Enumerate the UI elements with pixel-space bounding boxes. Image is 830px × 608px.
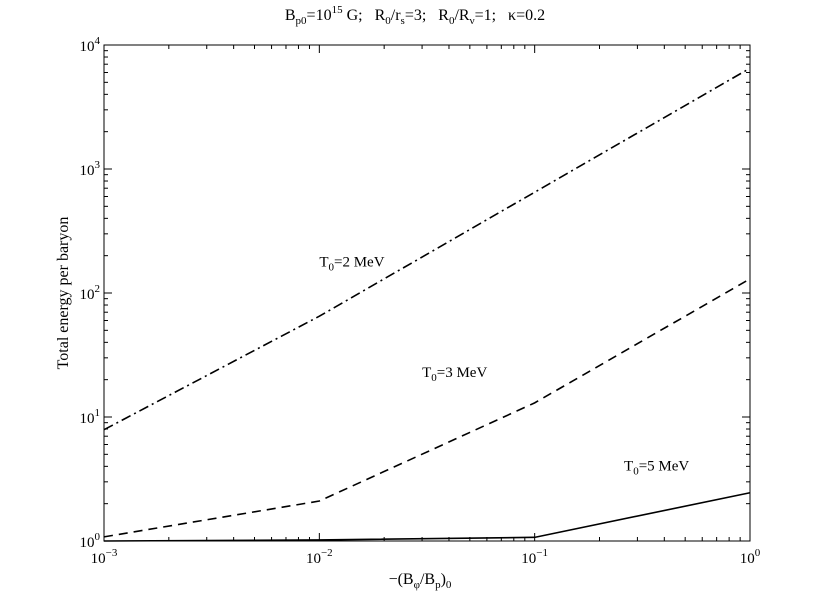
series-labels: T0=2 MeV T0=3 MeV T0=5 MeV xyxy=(319,255,689,478)
title-bp-sup: 15 xyxy=(332,4,344,16)
y-tick-label: 100 xyxy=(80,531,101,551)
y-tick-label: 104 xyxy=(80,35,101,55)
x-tick-label: 100 xyxy=(740,547,761,567)
xlabel-a: −(B xyxy=(389,571,414,588)
x-tick-label: 10−2 xyxy=(306,547,333,567)
title-r0rv-sub: 0 xyxy=(449,15,455,27)
series-label-2: T0=5 MeV xyxy=(624,459,689,478)
title-bp: B xyxy=(285,7,296,24)
title-r0rv: R xyxy=(438,7,449,24)
xlabel-d: p xyxy=(435,579,441,591)
xlabel-b: φ xyxy=(414,579,420,591)
title-r0rs-val: =3; xyxy=(405,7,426,24)
title-r0rs-mid: /r xyxy=(391,7,401,24)
title-r0rs-sub: 0 xyxy=(385,15,391,27)
title-bp-sub: p0 xyxy=(296,15,308,27)
series-label-0: T0=2 MeV xyxy=(319,255,384,274)
y-axis-label: Total energy per baryon xyxy=(55,217,72,370)
title-r0rs: R xyxy=(375,7,386,24)
y-tick-label: 102 xyxy=(80,283,101,303)
title-r0rv-val: =1; xyxy=(475,7,496,24)
title-kappa: κ=0.2 xyxy=(508,7,545,24)
title-r0rv-sub2: ν xyxy=(470,15,475,27)
title-bp-eq: =10 xyxy=(307,7,332,24)
xlabel-c: /B xyxy=(420,571,435,588)
y-tick-label: 101 xyxy=(80,407,101,427)
title-bp-unit: G; xyxy=(343,7,363,24)
title-r0rv-mid: /R xyxy=(454,7,469,24)
axis-ticks: 10−3 10−2 10−1 100 100 101 102 103 104 xyxy=(80,35,761,567)
series-lines xyxy=(103,67,751,542)
series-line-0 xyxy=(103,67,751,431)
series-label-1: T0=3 MeV xyxy=(422,365,487,384)
x-tick-label: 10−1 xyxy=(521,547,548,567)
x-axis-label: −(Bφ/Bp)0 xyxy=(389,571,452,591)
x-tick-label: 10−3 xyxy=(91,547,118,567)
xlabel-f: 0 xyxy=(446,579,452,591)
title-r0rs-sub2: s xyxy=(401,15,405,27)
series-line-1 xyxy=(103,278,751,538)
chart-title: Bp0=1015 G; R0/rs=3; R0/Rν=1; κ=0.2 xyxy=(285,4,545,27)
y-tick-label: 103 xyxy=(80,159,101,179)
series-line-2 xyxy=(103,491,751,542)
xlabel-e: ) xyxy=(441,571,446,588)
